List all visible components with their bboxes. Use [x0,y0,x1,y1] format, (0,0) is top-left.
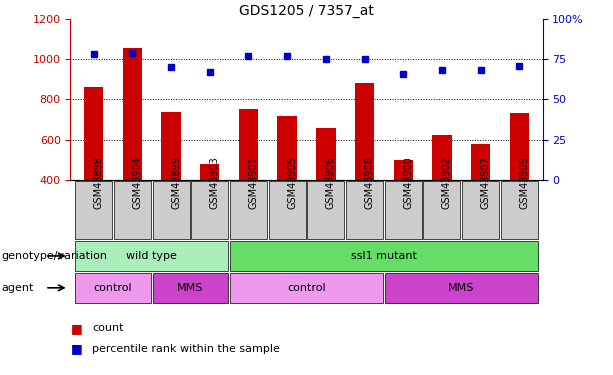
Bar [384,181,422,239]
Bar [230,273,383,303]
Bar [75,273,151,303]
Bar [462,181,499,239]
Text: wild type: wild type [126,251,177,261]
Text: ■: ■ [70,342,82,355]
Text: count: count [92,323,123,333]
Text: genotype/variation: genotype/variation [1,251,107,261]
Bar [384,273,538,303]
Text: GSM43904: GSM43904 [132,157,142,209]
Text: control: control [94,283,132,293]
Bar [75,241,229,271]
Bar [307,181,345,239]
Text: MMS: MMS [448,283,474,293]
Text: GSM43905: GSM43905 [287,157,297,209]
Bar [278,116,297,180]
Text: MMS: MMS [177,283,204,293]
Bar [123,48,142,180]
Bar [161,112,181,180]
Bar [268,181,306,239]
Bar [501,181,538,239]
Bar [346,181,383,239]
Bar [432,135,452,180]
Text: GSM43909: GSM43909 [519,157,529,209]
Title: GDS1205 / 7357_at: GDS1205 / 7357_at [239,4,374,18]
Text: agent: agent [1,283,34,293]
Text: GSM43908: GSM43908 [365,157,375,209]
Text: GSM43902: GSM43902 [442,157,452,209]
Text: GSM43903: GSM43903 [210,157,220,209]
Bar [509,114,529,180]
Bar [153,181,189,239]
Text: GSM43901: GSM43901 [248,157,259,209]
Text: GSM43900: GSM43900 [403,157,413,209]
Bar [153,273,229,303]
Bar [84,87,104,180]
Bar [424,181,460,239]
Text: GSM43907: GSM43907 [481,157,490,209]
Text: ■: ■ [70,322,82,334]
Bar [316,128,335,180]
Bar [230,181,267,239]
Bar [230,241,538,271]
Bar [239,110,258,180]
Text: control: control [287,283,326,293]
Bar [75,181,112,239]
Bar [191,181,229,239]
Text: GSM43898: GSM43898 [94,157,104,209]
Text: GSM43906: GSM43906 [326,157,336,209]
Bar [355,83,374,180]
Text: ssl1 mutant: ssl1 mutant [351,251,417,261]
Bar [200,164,219,180]
Text: GSM43899: GSM43899 [171,157,181,209]
Bar [114,181,151,239]
Bar [394,160,413,180]
Bar [471,144,490,180]
Text: percentile rank within the sample: percentile rank within the sample [92,344,280,354]
